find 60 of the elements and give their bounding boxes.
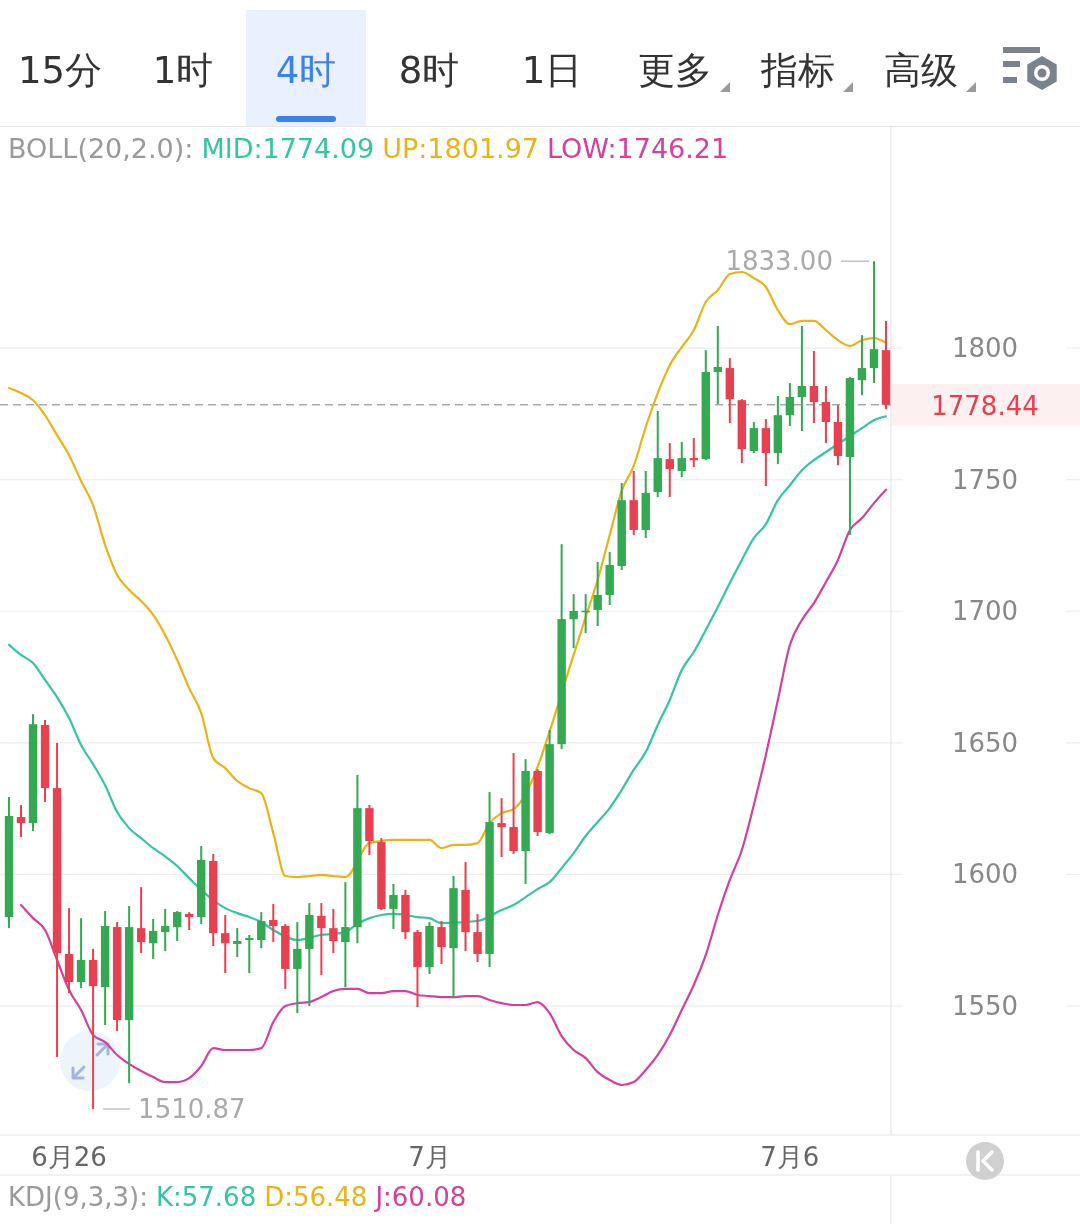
candlestick [749, 421, 759, 455]
text: 4时 [275, 48, 337, 92]
text: 1日 [521, 48, 583, 92]
candlestick [665, 442, 674, 499]
candlestick [869, 260, 879, 385]
candlestick [269, 902, 278, 944]
candlestick [437, 920, 446, 965]
candlestick [317, 902, 326, 976]
candlestick [569, 593, 578, 650]
text: 更多 [638, 48, 712, 92]
x-tick-label: 7月 [408, 1142, 451, 1172]
text: 8时 [398, 48, 460, 92]
candlestick [245, 933, 254, 975]
candlestick [172, 910, 182, 943]
candlestick [797, 324, 807, 432]
candlestick [16, 803, 26, 839]
candlestick [257, 911, 266, 950]
candlestick [713, 324, 723, 406]
candlestick [821, 384, 831, 445]
y-tick-label: 1650 [951, 727, 1019, 758]
candlestick [473, 912, 482, 964]
candlestick [221, 913, 230, 975]
candlestick [497, 797, 506, 859]
x-tick-label: 7月6 [760, 1142, 820, 1172]
text: UP:1801.97 [382, 132, 540, 164]
candlestick [160, 907, 170, 953]
candlestick [233, 927, 242, 959]
y-tick-label: 1600 [951, 859, 1019, 890]
text: MID:1774.09 [201, 132, 375, 164]
text: 15分 [17, 48, 103, 92]
line-series [7, 270, 888, 879]
line-series [7, 415, 888, 942]
candlestick [329, 907, 338, 955]
ref-line-label: 1778.44 [931, 390, 1039, 421]
y-tick-label: 1700 [951, 596, 1019, 627]
candlestick [341, 881, 350, 989]
candlestick [785, 382, 795, 427]
text: 1时 [152, 48, 214, 92]
candlestick [389, 882, 398, 930]
annotation: 1833.00 [725, 246, 833, 277]
legend-title: BOLL(20,2.0): [8, 132, 194, 164]
annotation: 1510.87 [138, 1094, 246, 1125]
y-tick-label: 1750 [951, 464, 1019, 495]
x-tick-label: 6月26 [31, 1142, 107, 1172]
y-tick-label: 1550 [951, 991, 1019, 1022]
candlestick [809, 349, 819, 425]
candlestick [136, 886, 146, 955]
text: KDJ(9,3,3): K:57.68 D:56.48 J:60.08 [8, 1182, 467, 1212]
candlestick [857, 334, 867, 397]
text: LOW:1746.21 [547, 132, 729, 164]
candlestick [148, 917, 158, 960]
candlestick [293, 921, 302, 1015]
text: 高级 [884, 48, 958, 92]
y-tick-label: 1800 [951, 333, 1019, 364]
candlestick [677, 441, 686, 479]
candlestick [593, 561, 602, 627]
candlestick [509, 752, 518, 855]
text: 指标 [760, 48, 835, 92]
line-series [19, 488, 888, 1087]
candlestick [76, 917, 86, 990]
